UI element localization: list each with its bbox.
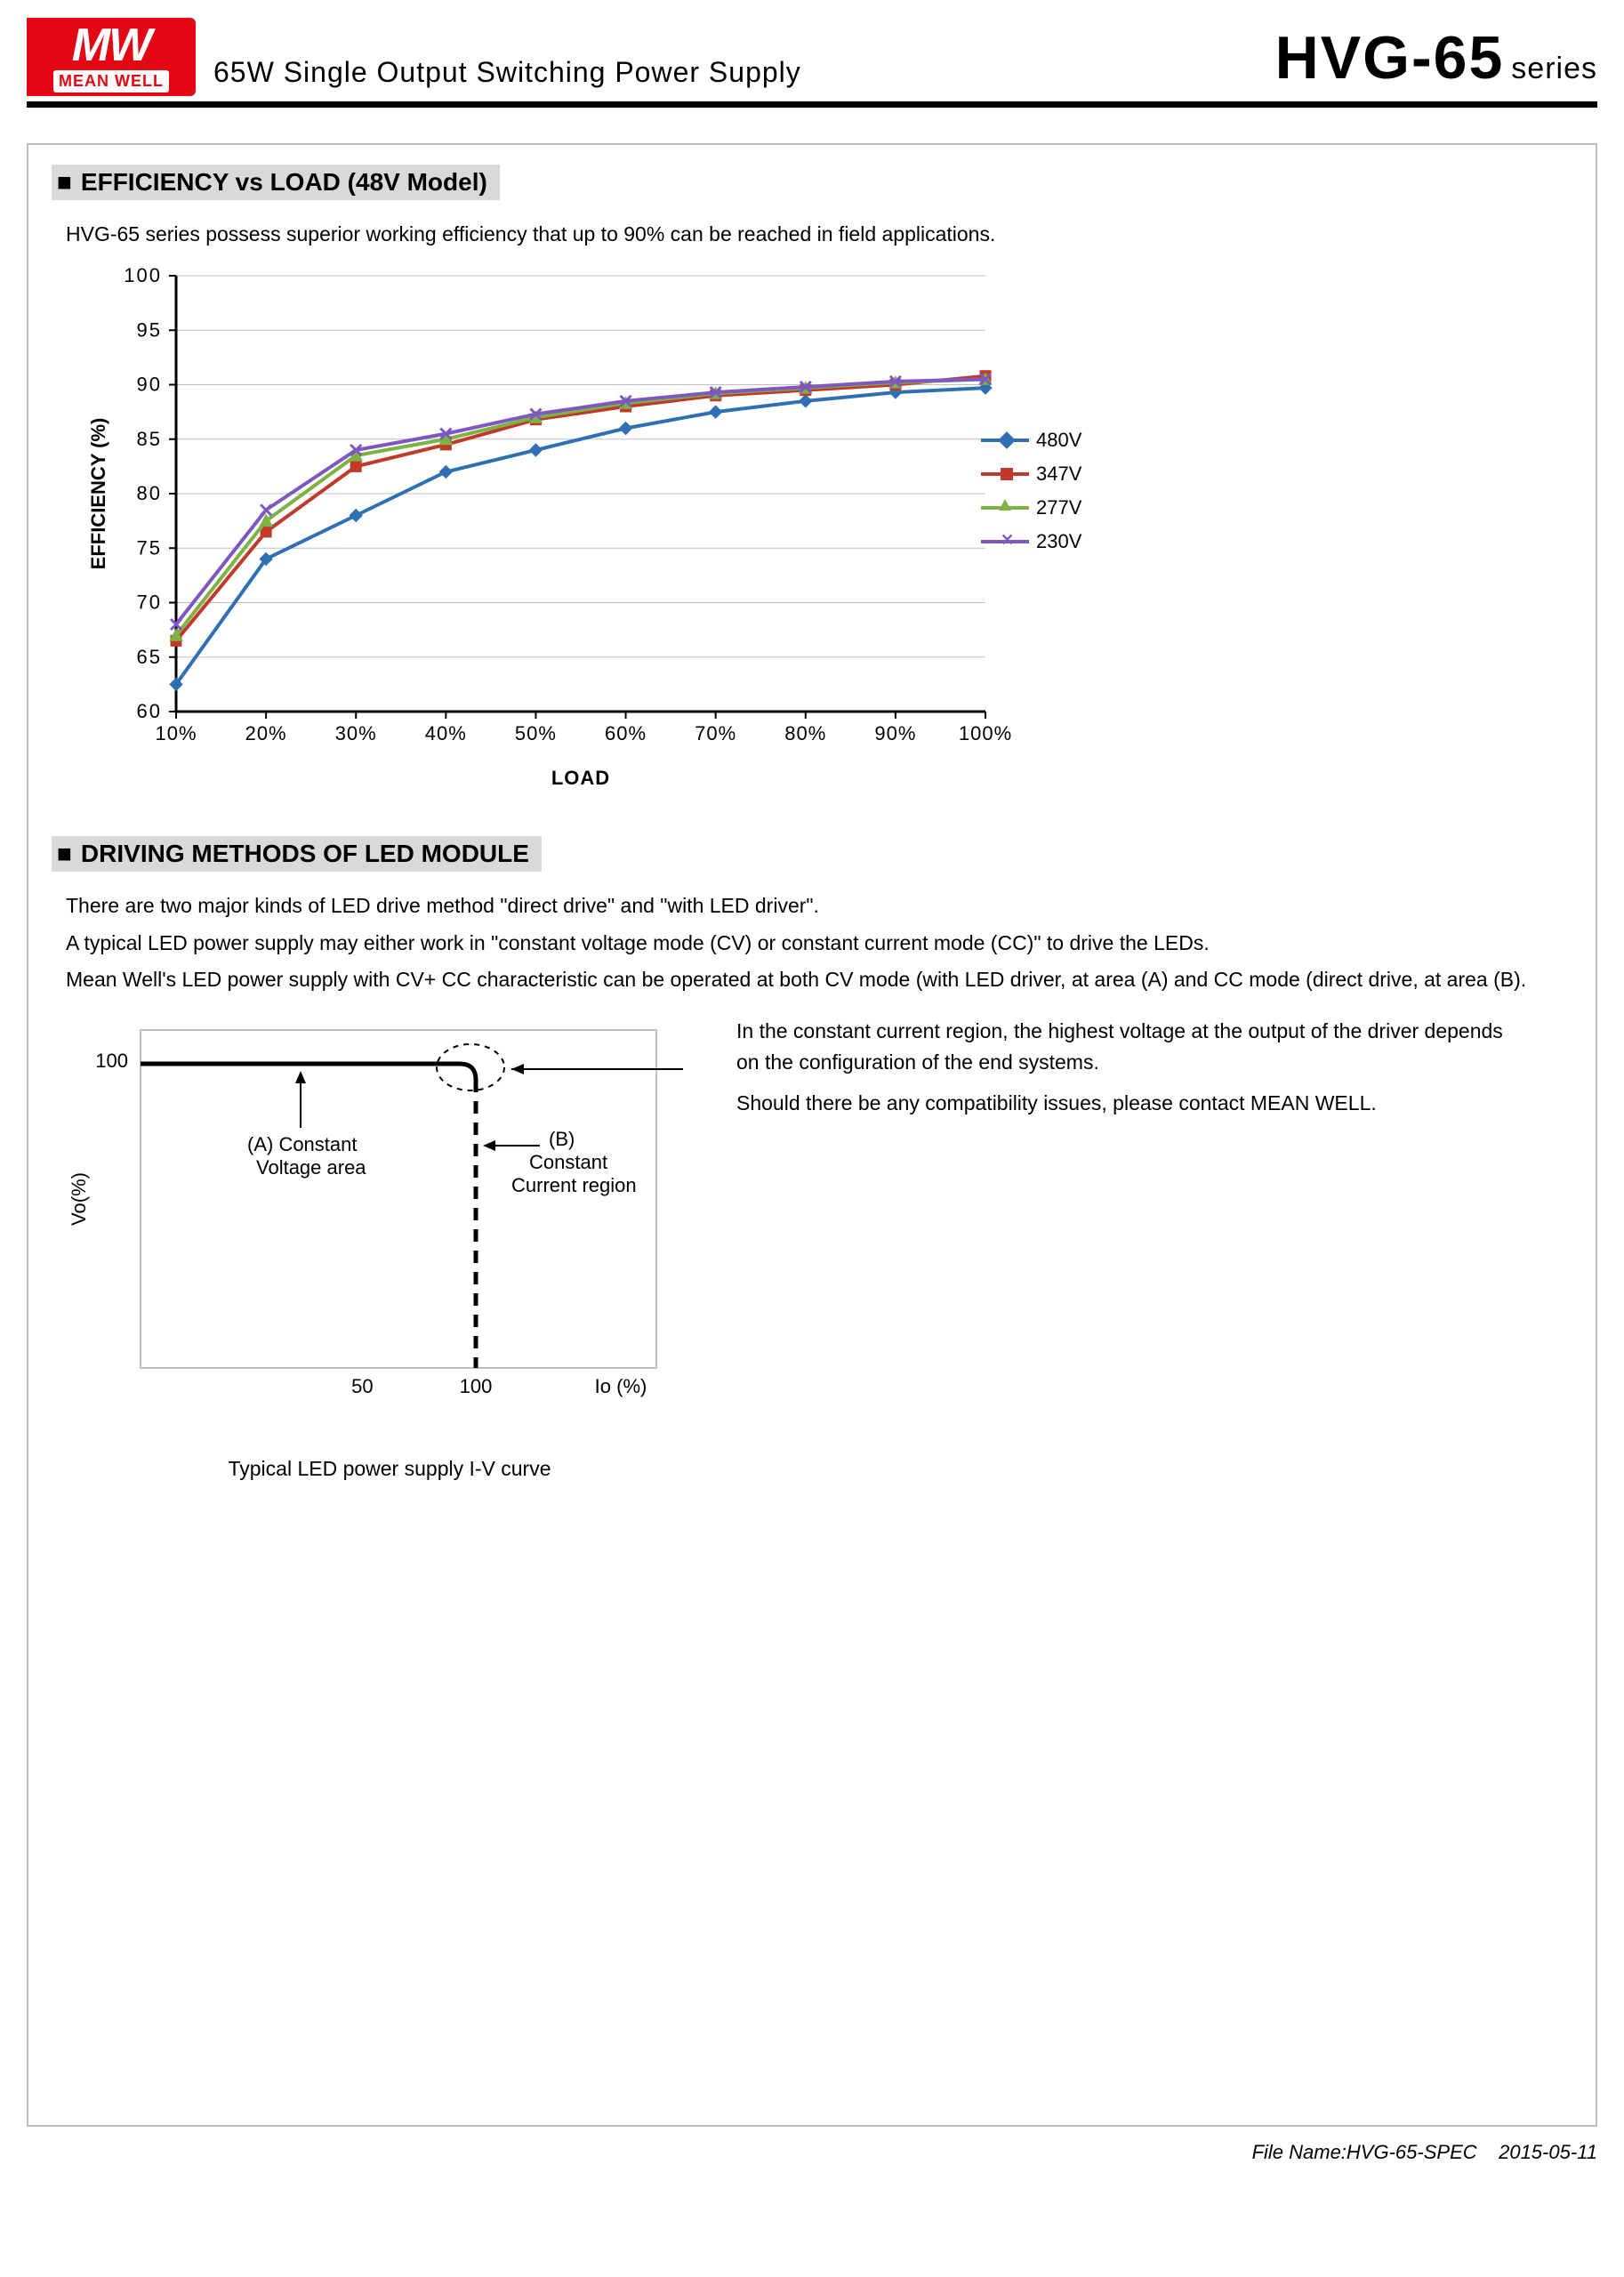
svg-text:60%: 60% [605,722,647,744]
svg-text:100%: 100% [959,722,1012,744]
svg-text:Constant: Constant [529,1151,607,1173]
iv-diagram-svg: 100 Vo(%) 50 100 Io (%) (A) ConstantVoltage a… [52,1012,692,1430]
svg-text:20%: 20% [245,722,287,744]
chart-legend: 480V347V277V✕230V [981,429,1081,564]
svg-text:50%: 50% [515,722,557,744]
iv-diagram-wrap: 100 Vo(%) 50 100 Io (%) (A) ConstantVoltage a… [52,1012,710,1481]
efficiency-chart: 60 65 70 75 80 85 90 95 100 10% 20% 30% 40% 50% 60% 70%… [78,258,1021,801]
svg-text:EFFICIENCY (%): EFFICIENCY (%) [87,418,109,570]
iv-caption: Typical LED power supply I-V curve [69,1457,710,1481]
svg-text:70: 70 [137,591,162,614]
svg-text:100: 100 [460,1375,493,1397]
page-frame: EFFICIENCY vs LOAD (48V Model) HVG-65 se… [27,143,1597,2127]
svg-text:50: 50 [351,1375,373,1397]
section1-intro: HVG-65 series possess superior working e… [66,220,1572,249]
svg-text:90%: 90% [874,722,916,744]
model-title: HVG-65series [1275,23,1597,96]
svg-text:40%: 40% [425,722,467,744]
footer: File Name:HVG-65-SPEC 2015-05-11 [27,2141,1597,2164]
svg-text:90: 90 [137,374,162,396]
svg-text:100: 100 [124,264,162,286]
svg-text:30%: 30% [335,722,377,744]
svg-text:Vo(%): Vo(%) [68,1172,90,1226]
svg-text:(A) Constant: (A) Constant [247,1133,358,1155]
svg-text:(B): (B) [549,1128,575,1150]
svg-text:80: 80 [137,482,162,504]
svg-text:70%: 70% [695,722,736,744]
svg-text:95: 95 [137,319,162,342]
model-name: HVG-65 [1275,24,1505,92]
svg-text:Io (%): Io (%) [595,1375,647,1397]
page-header: MW MEAN WELL 65W Single Output Switching… [27,18,1597,96]
svg-text:85: 85 [137,428,162,450]
svg-text:100: 100 [95,1050,128,1072]
section2-para1: There are two major kinds of LED drive m… [66,891,1572,921]
iv-right2: Should there be any compatibility issues… [736,1088,1528,1119]
section2-para3: Mean Well's LED power supply with CV+ CC… [66,965,1572,994]
svg-text:LOAD: LOAD [551,767,610,789]
header-rule [27,101,1597,108]
svg-text:65: 65 [137,646,162,668]
svg-text:Voltage area: Voltage area [256,1156,366,1179]
iv-right1: In the constant current region, the high… [736,1016,1528,1077]
svg-text:80%: 80% [784,722,826,744]
efficiency-chart-svg: 60 65 70 75 80 85 90 95 100 10% 20% 30% 40% 50% 60% 70%… [78,258,1021,801]
logo: MW MEAN WELL [27,18,196,96]
footer-date: 2015-05-11 [1499,2141,1597,2163]
svg-text:60: 60 [137,700,162,722]
svg-text:10%: 10% [155,722,197,744]
series-label: series [1511,52,1597,85]
logo-sub: MEAN WELL [53,70,169,93]
svg-text:Current region: Current region [511,1174,637,1196]
iv-explanation: In the constant current region, the high… [736,1012,1528,1119]
section1-title: EFFICIENCY vs LOAD (48V Model) [52,165,500,200]
subtitle: 65W Single Output Switching Power Supply [213,56,801,96]
section2-para2: A typical LED power supply may either wo… [66,929,1572,958]
footer-filename: File Name:HVG-65-SPEC [1252,2141,1477,2163]
section2-title: DRIVING METHODS OF LED MODULE [52,836,542,872]
logo-main: MW [72,22,150,68]
svg-text:75: 75 [137,537,162,559]
